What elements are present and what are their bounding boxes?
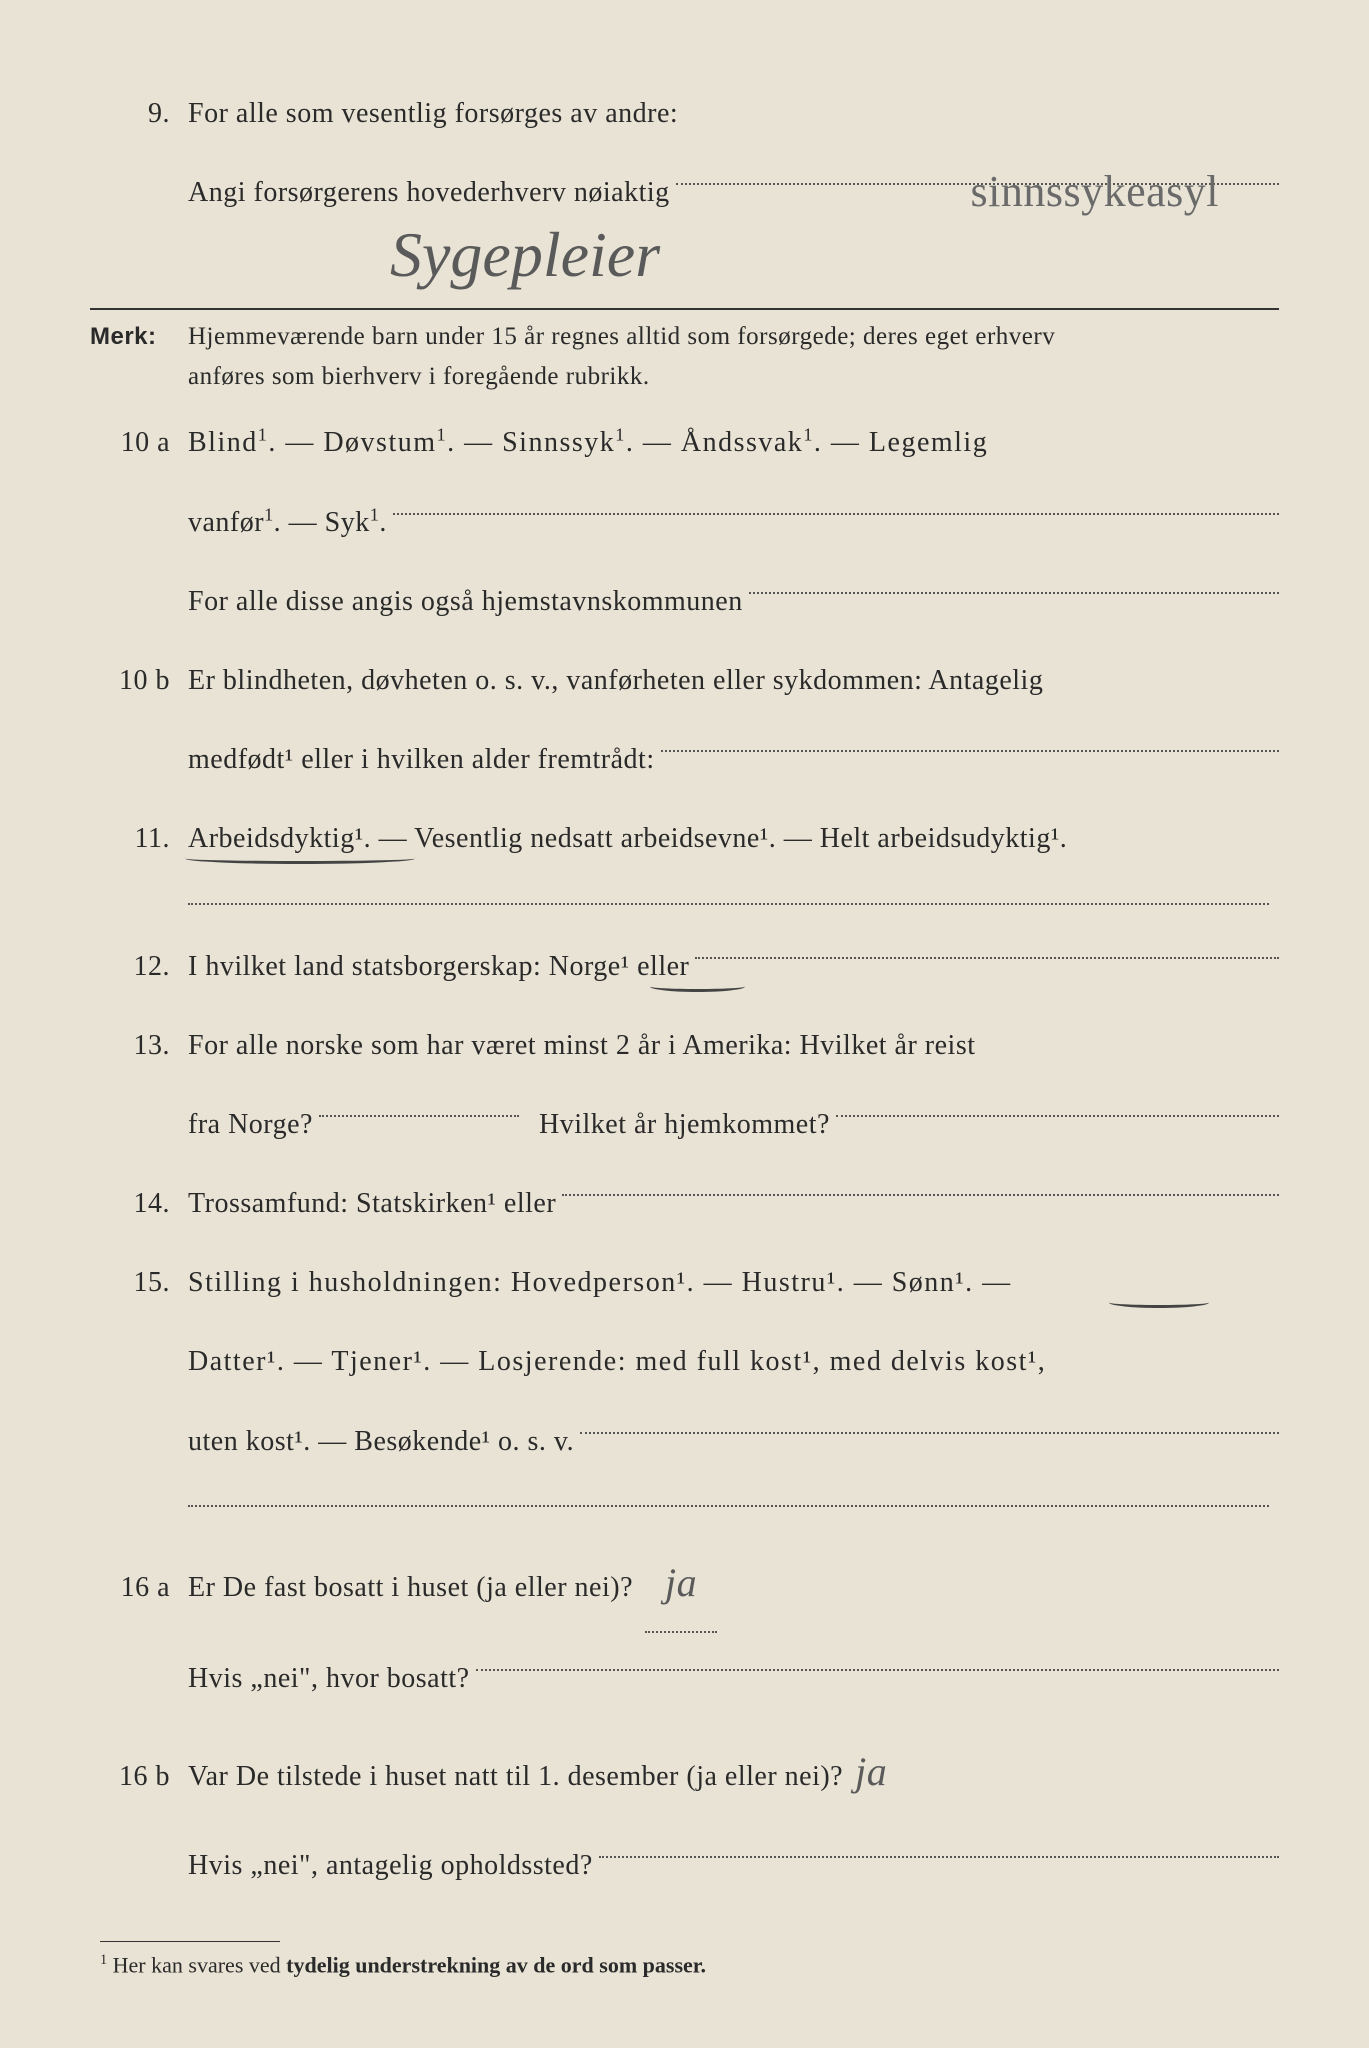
q12-text: I hvilket land statsborgerskap: Norge¹ e… (188, 933, 689, 1000)
question-15-line1: 15. Stilling i husholdningen: Hovedperso… (90, 1249, 1279, 1316)
question-10b-line1: 10 b Er blindheten, døvheten o. s. v., v… (90, 647, 1279, 714)
q16b-number: 16 b (90, 1743, 188, 1810)
question-14: 14. Trossamfund: Statskirken¹ eller (90, 1170, 1279, 1237)
q12-underline (650, 981, 745, 992)
q10b-text2: medfødt¹ eller i hvilken alder fremtrådt… (188, 726, 655, 793)
q9-handwritten-main: Sygepleier (390, 218, 660, 292)
question-16a-line2: Hvis „nei", hvor bosatt? (90, 1645, 1279, 1712)
merk-line1: Merk: Hjemmeværende barn under 15 år reg… (90, 318, 1279, 356)
footnote: 1 Her kan svares ved tydelig understrekn… (100, 1941, 706, 1978)
q13-number: 13. (90, 1012, 188, 1079)
q16b-text2: Hvis „nei", antagelig opholdssted? (188, 1832, 593, 1899)
question-10a-line1: 10 a Blind1. — Døvstum1. — Sinnssyk1. — … (90, 409, 1279, 476)
divider (188, 1503, 1269, 1507)
q16b-answer: ja (855, 1724, 887, 1820)
q15-text2: Datter¹. — Tjener¹. — Losjerende: med fu… (188, 1328, 1279, 1395)
q10a-number: 10 a (90, 409, 188, 476)
q13-text1: For alle norske som har været minst 2 år… (188, 1012, 1279, 1079)
merk-text1: Hjemmeværende barn under 15 år regnes al… (188, 318, 1279, 356)
q10b-text1: Er blindheten, døvheten o. s. v., vanfør… (188, 647, 1279, 714)
q11-number: 11. (90, 805, 188, 872)
q15-text3: uten kost¹. — Besøkende¹ o. s. v. (188, 1408, 574, 1475)
q14-text: Trossamfund: Statskirken¹ eller (188, 1170, 556, 1237)
divider (188, 901, 1269, 905)
question-12: 12. I hvilket land statsborgerskap: Norg… (90, 933, 1279, 1000)
question-16a-line1: 16 a Er De fast bosatt i huset (ja eller… (90, 1535, 1279, 1633)
q10b-number: 10 b (90, 647, 188, 714)
q9-number: 9. (90, 80, 188, 147)
question-9-line2: Angi forsørgerens hovederhverv nøiaktig … (90, 159, 1279, 226)
q9-text1: For alle som vesentlig forsørges av andr… (188, 80, 1279, 147)
merk-line2: anføres som bierhverv i foregående rubri… (90, 358, 1279, 396)
q15-text1: Stilling i husholdningen: Hovedperson¹. … (188, 1249, 1279, 1316)
q16a-answer: ja (645, 1535, 717, 1633)
q16b-text1: Var De tilstede i huset natt til 1. dese… (188, 1743, 843, 1810)
q15-number: 15. (90, 1249, 188, 1316)
q16a-text1: Er De fast bosatt i huset (ja eller nei)… (188, 1554, 633, 1621)
question-13-line1: 13. For alle norske som har været minst … (90, 1012, 1279, 1079)
q14-number: 14. (90, 1170, 188, 1237)
merk-text2: anføres som bierhverv i foregående rubri… (188, 358, 1279, 396)
question-15-line2: Datter¹. — Tjener¹. — Losjerende: med fu… (90, 1328, 1279, 1395)
merk-label: Merk: (90, 319, 188, 355)
q13-text2a: fra Norge? (188, 1091, 313, 1158)
question-13-line2: fra Norge? Hvilket år hjemkommet? (90, 1091, 1279, 1158)
question-10a-line3: For alle disse angis også hjemstavnskomm… (90, 568, 1279, 635)
question-16b-line1: 16 b Var De tilstede i huset natt til 1.… (90, 1724, 1279, 1820)
question-10b-line2: medfødt¹ eller i hvilken alder fremtrådt… (90, 726, 1279, 793)
question-10a-line2: vanfør1. — Syk1. (90, 489, 1279, 556)
q12-number: 12. (90, 933, 188, 1000)
q9-text2: Angi forsørgerens hovederhverv nøiaktig (188, 159, 670, 226)
q9-handwritten-top: sinnssykeasyl (971, 139, 1220, 245)
q16a-number: 16 a (90, 1554, 188, 1621)
question-9-line1: 9. For alle som vesentlig forsørges av a… (90, 80, 1279, 147)
question-16b-line2: Hvis „nei", antagelig opholdssted? (90, 1832, 1279, 1899)
q16a-text2: Hvis „nei", hvor bosatt? (188, 1645, 470, 1712)
q10a-text3: For alle disse angis også hjemstavnskomm… (188, 568, 743, 635)
question-15-line3: uten kost¹. — Besøkende¹ o. s. v. (90, 1408, 1279, 1475)
q13-text2b: Hvilket år hjemkommet? (539, 1091, 830, 1158)
question-11: 11. Arbeidsdyktig¹. — Vesentlig nedsatt … (90, 805, 1279, 872)
